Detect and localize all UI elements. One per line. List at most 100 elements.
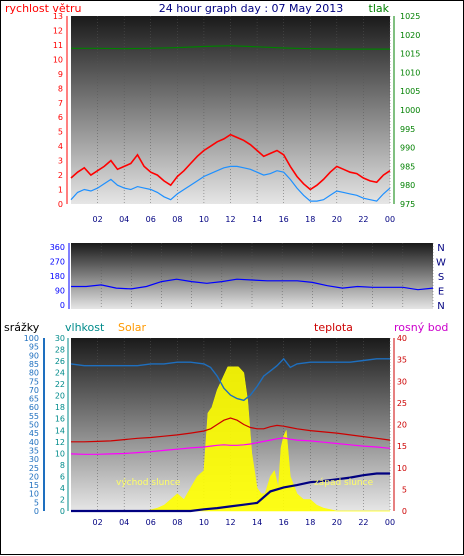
y-right-tick-label: 975 (400, 200, 415, 209)
panel1-left-axis-title: rychlost větru (5, 2, 81, 15)
rain-tick-label: 90 (29, 351, 39, 360)
rain-tick-label: 95 (29, 343, 39, 352)
rain-line (71, 472, 390, 513)
x-tick-label: 08 (172, 215, 182, 224)
y-left-tick-label: 2 (58, 171, 63, 180)
rain-tick-label: 45 (29, 429, 39, 438)
y-right-tick-label: 1020 (400, 31, 420, 40)
direction-tick-label: 270 (50, 258, 65, 267)
humidity-tick-label: 20 (55, 392, 65, 401)
x-tick-label: 00 (385, 215, 395, 224)
direction-tick-label: 180 (50, 272, 65, 281)
rain-tick-label: 10 (29, 490, 39, 499)
compass-label: W (436, 258, 446, 269)
dewpoint-line (70, 437, 391, 455)
x-tick-label: 22 (358, 518, 368, 527)
humidity-line (70, 357, 390, 402)
rain-tick-label: 0 (34, 507, 39, 516)
y-left-tick-label: 11 (53, 41, 63, 50)
pressure-line (71, 45, 390, 50)
panel3-dew-axis-title: rosný bod (394, 321, 448, 334)
y-left-tick-label: 9 (58, 70, 63, 79)
y-left-tick-label: 12 (53, 26, 63, 35)
panel3-temp-ticks: 0 5 10 15 20 25 30 35 40 (393, 334, 407, 516)
rain-tick-label: 85 (29, 360, 39, 369)
rain-tick-label: 50 (29, 421, 39, 430)
temperature-tick-label: 25 (397, 399, 407, 408)
y-right-tick-label: 1015 (400, 50, 420, 59)
x-tick-label: 06 (146, 215, 156, 224)
y-right-tick-label: 1005 (400, 87, 420, 96)
gust-line (70, 133, 391, 191)
rain-tick-label: 70 (29, 386, 39, 395)
x-tick-label: 12 (225, 215, 235, 224)
humidity-tick-label: 14 (55, 426, 65, 435)
compass-label: N (437, 301, 444, 312)
humidity-tick-label: 26 (55, 357, 65, 366)
sunrise-annotation: východ slunce (116, 478, 181, 488)
humidity-tick-label: 24 (55, 369, 65, 378)
panel1-right-axis-title: tlak (369, 2, 390, 15)
rain-tick-label: 30 (29, 455, 39, 464)
panel1-x-ticks: 02 04 06 08 10 12 14 16 18 20 22 00 (92, 215, 395, 224)
x-tick-label: 18 (305, 215, 315, 224)
temperature-tick-label: 5 (402, 485, 407, 494)
rain-tick-label: 20 (29, 472, 39, 481)
rain-tick-label: 15 (29, 481, 39, 490)
rain-tick-label: 65 (29, 395, 39, 404)
humidity-tick-label: 18 (55, 403, 65, 412)
x-tick-label: 04 (119, 518, 129, 527)
panel3-humidity-axis-title: vlhkost (65, 321, 105, 334)
wind_avg-line (70, 165, 391, 202)
temperature-line (71, 417, 391, 443)
rain-tick-label: 60 (29, 403, 39, 412)
y-left-tick-label: 5 (58, 128, 63, 137)
humidity-tick-label: 2 (60, 495, 65, 504)
y-right-tick-label: 1025 (400, 12, 420, 21)
rain-tick-label: 55 (29, 412, 39, 421)
y-right-tick-label: 995 (400, 125, 415, 134)
y-right-tick-label: 985 (400, 162, 415, 171)
temperature-tick-label: 10 (397, 464, 407, 473)
humidity-tick-label: 30 (55, 334, 65, 343)
x-tick-label: 16 (279, 215, 289, 224)
x-tick-label: 06 (146, 518, 156, 527)
x-tick-label: 10 (199, 518, 209, 527)
y-left-tick-label: 3 (58, 157, 63, 166)
x-tick-label: 02 (92, 215, 102, 224)
panel3-solar-axis-title: Solar (118, 321, 147, 334)
humidity-tick-label: 0 (60, 507, 65, 516)
x-tick-label: 08 (172, 518, 182, 527)
panel3-rain-ticks: 0510152025303540455055606570758085909510… (24, 334, 45, 516)
direction-tick-label: 90 (55, 287, 65, 296)
compass-label: E (438, 287, 444, 298)
compass-label: N (437, 243, 444, 254)
x-tick-label: 22 (358, 215, 368, 224)
x-tick-label: 14 (252, 518, 262, 527)
temperature-tick-label: 0 (402, 507, 407, 516)
panel2-series (71, 278, 434, 291)
direction-tick-label: 0 (60, 301, 65, 310)
panel3-series (70, 357, 391, 513)
temperature-tick-label: 20 (397, 421, 407, 430)
temperature-tick-label: 40 (397, 334, 407, 343)
temperature-tick-label: 15 (397, 442, 407, 451)
humidity-tick-label: 22 (55, 380, 65, 389)
x-tick-label: 20 (332, 518, 342, 527)
chart-title: 24 hour graph day : 07 May 2013 (159, 2, 344, 15)
compass-label: S (438, 272, 444, 283)
humidity-tick-label: 12 (55, 438, 65, 447)
direction-tick-label: 360 (50, 243, 65, 252)
rain-tick-label: 25 (29, 464, 39, 473)
y-right-tick-label: 980 (400, 181, 415, 190)
x-tick-label: 12 (225, 518, 235, 527)
y-right-tick-label: 1010 (400, 68, 420, 77)
x-tick-label: 02 (92, 518, 102, 527)
y-left-tick-label: 8 (58, 84, 63, 93)
rain-tick-label: 100 (24, 334, 39, 343)
